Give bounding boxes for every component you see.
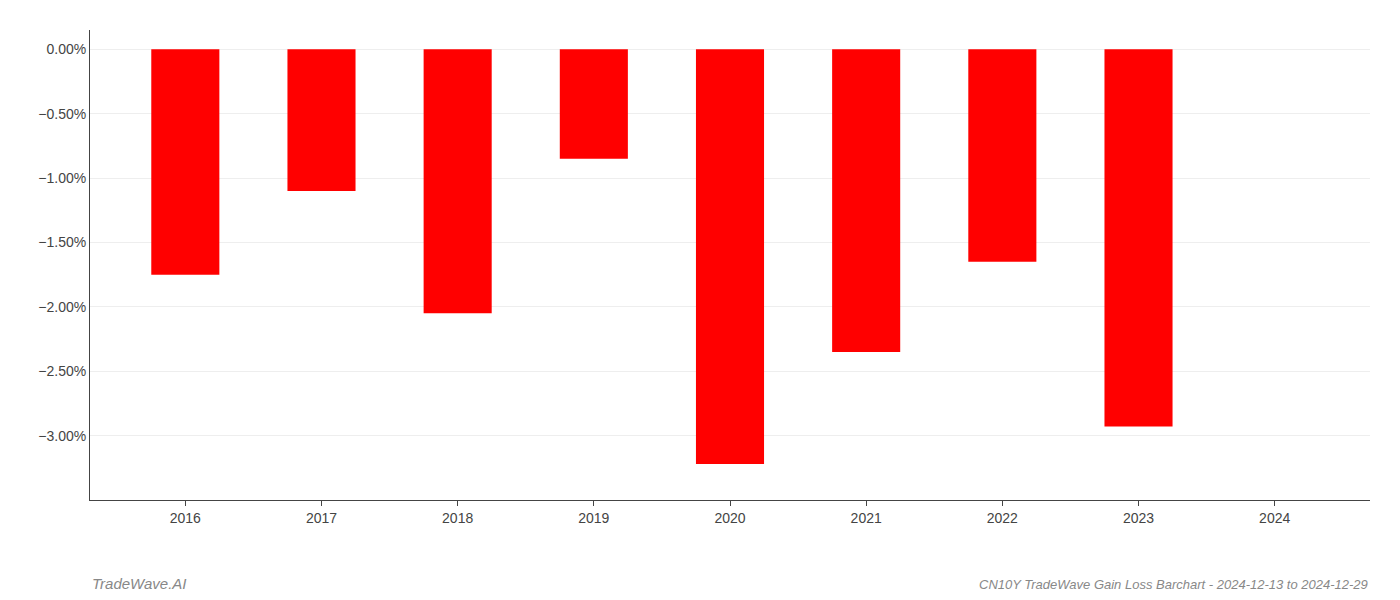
svg-text:0.00%: 0.00% bbox=[46, 41, 86, 57]
svg-text:2022: 2022 bbox=[987, 510, 1018, 526]
svg-text:2023: 2023 bbox=[1123, 510, 1154, 526]
svg-text:−1.00%: −1.00% bbox=[38, 170, 86, 186]
svg-text:−1.50%: −1.50% bbox=[38, 234, 86, 250]
svg-text:2024: 2024 bbox=[1259, 510, 1290, 526]
svg-text:−2.50%: −2.50% bbox=[38, 363, 86, 379]
svg-text:TradeWave.AI: TradeWave.AI bbox=[92, 575, 186, 592]
svg-text:2019: 2019 bbox=[578, 510, 609, 526]
svg-text:−0.50%: −0.50% bbox=[38, 106, 86, 122]
svg-text:2017: 2017 bbox=[306, 510, 337, 526]
svg-text:2016: 2016 bbox=[170, 510, 201, 526]
svg-text:−3.00%: −3.00% bbox=[38, 428, 86, 444]
svg-text:CN10Y TradeWave Gain Loss Barc: CN10Y TradeWave Gain Loss Barchart - 202… bbox=[979, 577, 1368, 592]
svg-text:2020: 2020 bbox=[714, 510, 745, 526]
svg-text:2021: 2021 bbox=[851, 510, 882, 526]
svg-text:2018: 2018 bbox=[442, 510, 473, 526]
svg-text:−2.00%: −2.00% bbox=[38, 299, 86, 315]
